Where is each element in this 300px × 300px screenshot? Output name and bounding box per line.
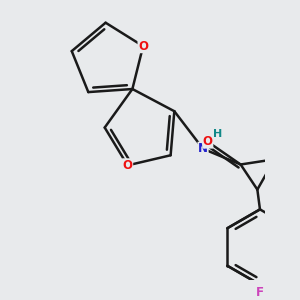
Text: O: O [123, 159, 133, 172]
Text: O: O [138, 40, 148, 52]
Text: F: F [256, 286, 264, 299]
Text: N: N [198, 142, 208, 155]
Text: H: H [213, 129, 222, 139]
Text: O: O [203, 135, 213, 148]
